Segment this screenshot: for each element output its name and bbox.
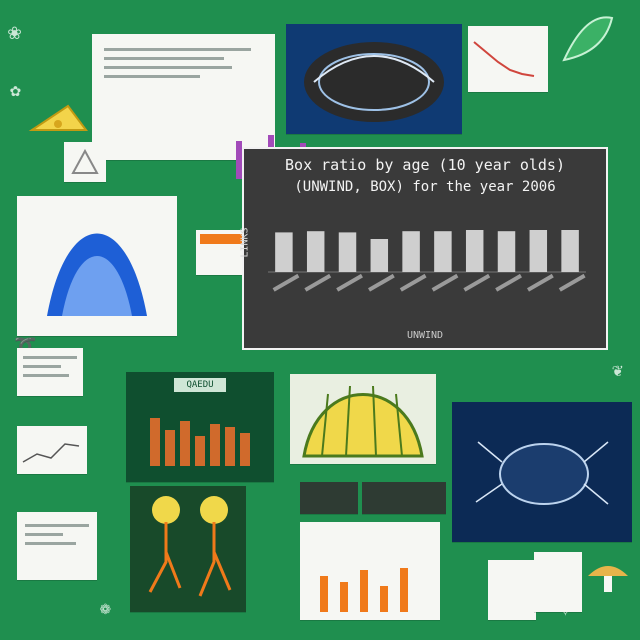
x-tick-label	[336, 273, 363, 292]
tile-bar	[195, 436, 205, 466]
jar-card	[488, 560, 536, 620]
orange-bar	[340, 582, 348, 612]
data-strip-2	[362, 482, 446, 514]
x-tick-label	[463, 273, 491, 292]
cheese-icon	[28, 104, 88, 131]
orange-bar	[380, 586, 388, 612]
chart-bar	[434, 231, 452, 272]
chart-bar	[306, 231, 325, 272]
x-tick-label	[399, 273, 427, 292]
main-bar-chart-panel: Box ratio by age (10 year olds) (UNWIND,…	[239, 147, 608, 350]
chart-bar	[370, 239, 389, 272]
orange-bar	[360, 570, 368, 612]
x-tick-label	[431, 273, 459, 292]
sheet-icon	[71, 148, 99, 174]
sheet-stack-card	[64, 142, 106, 182]
dark-green-chart-tile: QAEDU	[126, 372, 274, 482]
chart-subtitle: (UNWIND, BOX) for the year 2006	[294, 179, 556, 195]
orange-bar	[400, 568, 408, 612]
report-document-card	[92, 34, 306, 179]
orange-bar-chart	[320, 568, 408, 612]
tile-bar-chart	[150, 418, 250, 466]
x-axis-label: UNWIND	[406, 330, 444, 341]
tile-bar	[180, 421, 190, 466]
chart-bar	[529, 230, 548, 272]
document-text-lines	[104, 42, 264, 84]
plant-roots-card	[130, 486, 246, 612]
bell-diagram-card	[17, 196, 177, 336]
x-tick-label	[495, 273, 522, 292]
doodle-8: ❁	[100, 598, 111, 619]
tile-bar	[240, 433, 250, 466]
tile-bar	[165, 430, 175, 466]
mini-bar	[236, 141, 242, 179]
label-card	[534, 552, 582, 612]
x-tick-label	[304, 273, 332, 292]
doodle-1: ❀	[8, 20, 22, 45]
chart-bar	[402, 231, 420, 272]
tile-title: QAEDU	[174, 378, 226, 392]
doodle-2: ✿	[10, 80, 21, 101]
fungus-photo-card	[286, 24, 462, 134]
small-document-lines	[23, 350, 77, 383]
chart-bar	[465, 230, 484, 272]
notes-lines	[25, 518, 89, 551]
x-tick-label	[558, 273, 586, 292]
small-document-card	[17, 348, 83, 396]
beetle-icon	[475, 441, 609, 505]
corn-icon	[302, 385, 424, 458]
doodle-5: ❦	[612, 360, 623, 381]
y-axis-label: LINKS	[239, 227, 251, 258]
graph-lines	[22, 443, 80, 463]
orange-bar-chart-card	[300, 522, 440, 620]
tile-bar	[150, 418, 160, 466]
fungus-illustration	[304, 42, 444, 122]
chart-title: Box ratio by age (10 year olds)	[285, 156, 565, 174]
chart-bar	[275, 232, 293, 272]
line-chart	[473, 41, 535, 77]
tile-bar	[210, 424, 220, 466]
mushroom-icon	[588, 566, 628, 592]
tile-bar	[225, 427, 235, 466]
orange-bar	[320, 576, 328, 612]
notes-card	[17, 512, 97, 580]
x-tick-label	[367, 273, 395, 292]
chart-bar	[497, 231, 516, 272]
chart-bar	[561, 230, 579, 272]
data-strip-1	[300, 482, 358, 514]
leaf-icon	[562, 16, 614, 62]
chart-bar	[338, 232, 357, 272]
plant-roots-icon	[148, 496, 232, 597]
x-tick-label	[272, 273, 300, 292]
x-tick-label	[526, 273, 554, 292]
corn-illustration-card	[290, 374, 436, 464]
line-chart-card	[468, 26, 548, 92]
insect-photo-card	[452, 402, 632, 542]
graph-card	[17, 426, 87, 474]
orange-strip	[200, 234, 252, 244]
bell-shape	[47, 233, 147, 316]
bar-chart-plot	[268, 230, 586, 292]
